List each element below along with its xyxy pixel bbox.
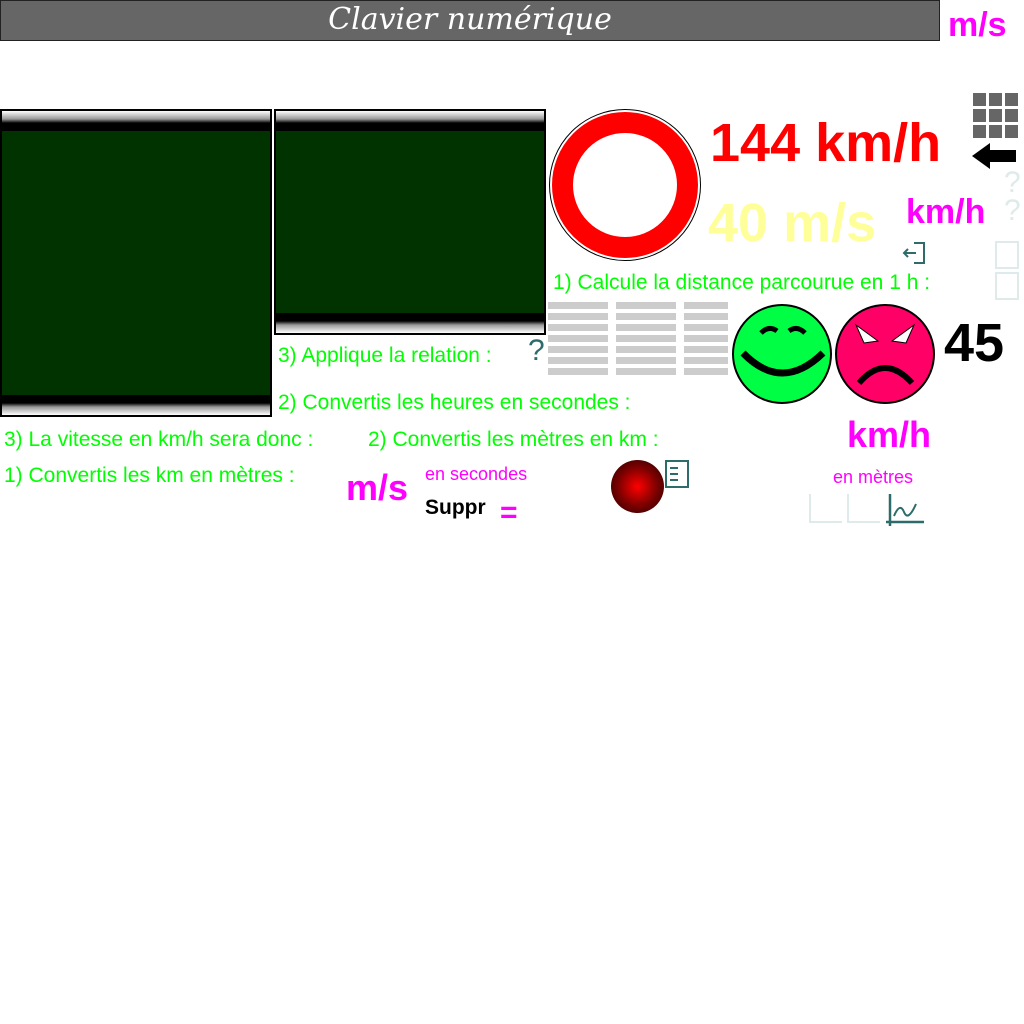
step-calc-distance: 1) Calcule la distance parcourue en 1 h … xyxy=(553,271,931,294)
chalkboard-left xyxy=(0,109,272,417)
unit-ms[interactable]: m/s xyxy=(346,467,409,508)
exit-icon[interactable] xyxy=(902,241,926,265)
unit-top[interactable]: m/s xyxy=(948,6,1007,44)
equals-button[interactable]: = xyxy=(500,496,518,529)
question-icon[interactable]: ? xyxy=(528,334,545,367)
checklist-icon[interactable] xyxy=(995,272,1019,300)
step-convert-km-m: 1) Convertis les km en mètres : xyxy=(4,464,295,487)
window-title: Clavier numérique xyxy=(0,0,940,41)
unit-kmh-2[interactable]: km/h xyxy=(847,414,932,455)
label-en-secondes[interactable]: en secondes xyxy=(425,464,528,484)
step-convert-meters-km: 2) Convertis les mètres en km : xyxy=(368,428,659,451)
checklist-icon[interactable] xyxy=(995,241,1019,269)
chalkboard-right xyxy=(274,109,546,335)
label-en-metres[interactable]: en mètres xyxy=(833,467,914,487)
unit-kmh[interactable]: km/h xyxy=(906,193,986,231)
angry-face-button[interactable] xyxy=(834,303,936,405)
ibm-logo xyxy=(548,302,728,382)
step-convert-hours: 2) Convertis les heures en secondes : xyxy=(278,391,631,414)
graph-icon[interactable] xyxy=(806,494,926,526)
question-icon[interactable]: ? xyxy=(1004,166,1021,199)
step-speed-kmh: 3) La vitesse en km/h sera donc : xyxy=(4,428,314,451)
suppr-button[interactable]: Suppr xyxy=(425,496,486,519)
arrow-left-icon[interactable] xyxy=(972,143,1016,169)
speed-limit-sign xyxy=(549,109,701,261)
checklist-icon[interactable] xyxy=(665,460,689,488)
keypad-icon[interactable] xyxy=(973,93,1018,138)
speed-ms: 40 m/s xyxy=(708,193,877,253)
happy-face-button[interactable] xyxy=(731,303,833,405)
step-apply-relation: 3) Applique la relation : xyxy=(278,344,492,367)
score: 45 xyxy=(944,313,1005,373)
record-button[interactable] xyxy=(611,460,664,513)
question-icon[interactable]: ? xyxy=(1004,194,1021,227)
speed-kmh: 144 km/h xyxy=(710,113,942,173)
